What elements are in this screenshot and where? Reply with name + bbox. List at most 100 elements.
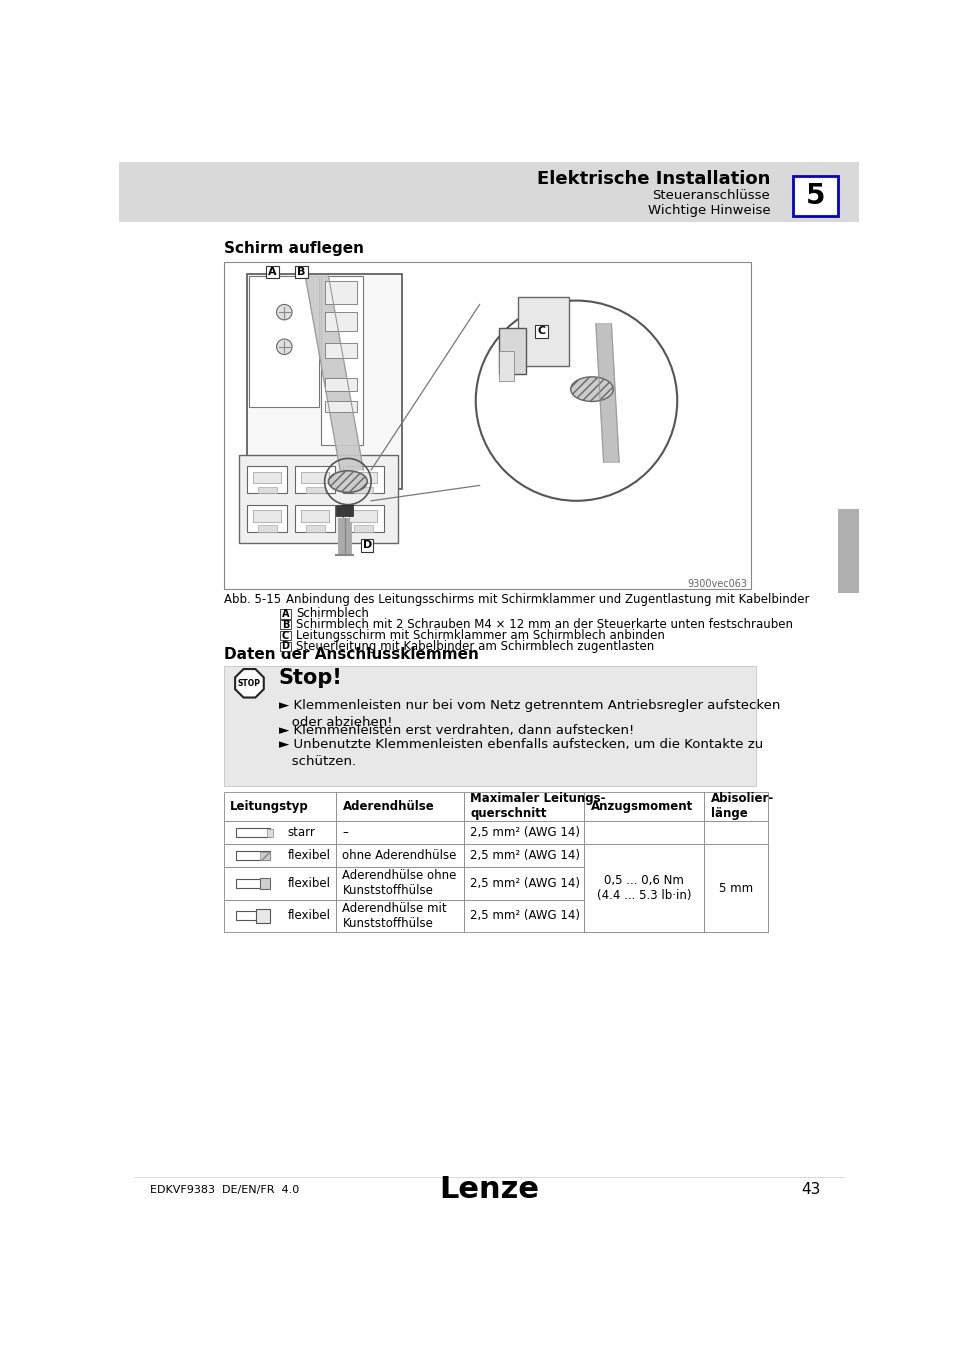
FancyBboxPatch shape — [583, 844, 703, 931]
Text: EDKVF9383  DE/EN/FR  4.0: EDKVF9383 DE/EN/FR 4.0 — [150, 1185, 299, 1195]
FancyBboxPatch shape — [324, 401, 356, 412]
FancyBboxPatch shape — [247, 274, 402, 489]
FancyBboxPatch shape — [464, 899, 583, 931]
FancyBboxPatch shape — [498, 351, 514, 382]
FancyBboxPatch shape — [335, 505, 353, 516]
FancyBboxPatch shape — [324, 343, 356, 358]
FancyBboxPatch shape — [294, 466, 335, 493]
FancyBboxPatch shape — [259, 878, 270, 888]
FancyBboxPatch shape — [703, 792, 767, 821]
Text: Abb. 5-15: Abb. 5-15 — [224, 593, 281, 606]
FancyBboxPatch shape — [583, 821, 703, 844]
Circle shape — [476, 301, 677, 501]
Text: flexibel: flexibel — [287, 878, 330, 890]
Text: A: A — [281, 609, 289, 620]
Text: 5: 5 — [805, 182, 825, 209]
Text: Maximaler Leitungs-
querschnitt: Maximaler Leitungs- querschnitt — [470, 792, 605, 821]
FancyBboxPatch shape — [343, 505, 383, 532]
FancyBboxPatch shape — [703, 867, 767, 899]
Text: Steuerleitung mit Kabelbinder am Schirmblech zugentlasten: Steuerleitung mit Kabelbinder am Schirmb… — [295, 640, 654, 653]
FancyBboxPatch shape — [224, 821, 335, 844]
Polygon shape — [234, 670, 263, 698]
FancyBboxPatch shape — [335, 821, 464, 844]
Text: Schirmblech mit 2 Schrauben M4 × 12 mm an der Steuerkarte unten festschrauben: Schirmblech mit 2 Schrauben M4 × 12 mm a… — [295, 618, 792, 632]
Text: 2,5 mm² (AWG 14): 2,5 mm² (AWG 14) — [470, 826, 579, 840]
Text: Stop!: Stop! — [278, 668, 342, 688]
FancyBboxPatch shape — [324, 312, 356, 331]
FancyBboxPatch shape — [224, 867, 335, 899]
Text: Steueranschlüsse: Steueranschlüsse — [652, 189, 769, 202]
Text: STOP: STOP — [237, 679, 261, 687]
FancyBboxPatch shape — [703, 844, 767, 931]
FancyBboxPatch shape — [324, 378, 356, 392]
FancyBboxPatch shape — [224, 262, 750, 590]
FancyBboxPatch shape — [253, 510, 281, 521]
FancyBboxPatch shape — [335, 792, 464, 821]
FancyBboxPatch shape — [294, 266, 307, 278]
Text: 9300vec063: 9300vec063 — [686, 579, 746, 589]
FancyBboxPatch shape — [793, 176, 838, 216]
FancyBboxPatch shape — [301, 471, 329, 483]
FancyBboxPatch shape — [354, 525, 373, 532]
FancyBboxPatch shape — [280, 641, 291, 651]
FancyBboxPatch shape — [464, 844, 583, 867]
Text: ► Unbenutzte Klemmenleisten ebenfalls aufstecken, um die Kontakte zu
   schützen: ► Unbenutzte Klemmenleisten ebenfalls au… — [278, 738, 762, 768]
FancyBboxPatch shape — [464, 867, 583, 899]
FancyBboxPatch shape — [256, 909, 270, 923]
Text: Anzugsmoment: Anzugsmoment — [590, 801, 692, 813]
FancyBboxPatch shape — [838, 509, 858, 593]
FancyBboxPatch shape — [267, 829, 274, 837]
Text: A: A — [268, 267, 276, 277]
FancyBboxPatch shape — [360, 539, 373, 552]
FancyBboxPatch shape — [224, 899, 335, 931]
Text: C: C — [281, 630, 289, 640]
Ellipse shape — [328, 471, 367, 493]
FancyBboxPatch shape — [583, 844, 703, 867]
FancyBboxPatch shape — [583, 792, 703, 821]
Text: Wichtige Hinweise: Wichtige Hinweise — [647, 204, 769, 217]
FancyBboxPatch shape — [498, 328, 525, 374]
Text: Aderendhülse mit
Kunststoffhülse: Aderendhülse mit Kunststoffhülse — [342, 902, 447, 930]
FancyBboxPatch shape — [354, 487, 373, 493]
FancyBboxPatch shape — [236, 828, 270, 837]
FancyBboxPatch shape — [247, 466, 287, 493]
Text: Elektrische Installation: Elektrische Installation — [537, 170, 769, 188]
FancyBboxPatch shape — [259, 852, 270, 860]
Text: ► Klemmenleisten erst verdrahten, dann aufstecken!: ► Klemmenleisten erst verdrahten, dann a… — [278, 724, 634, 737]
Text: Leitungstyp: Leitungstyp — [230, 801, 309, 813]
FancyBboxPatch shape — [280, 609, 291, 618]
Text: C: C — [537, 327, 545, 336]
FancyBboxPatch shape — [324, 281, 356, 305]
Text: Anbindung des Leitungsschirms mit Schirmklammer und Zugentlastung mit Kabelbinde: Anbindung des Leitungsschirms mit Schirm… — [286, 593, 808, 606]
Text: D: D — [281, 641, 289, 651]
Polygon shape — [305, 275, 363, 470]
FancyBboxPatch shape — [257, 525, 276, 532]
Text: Aderendhülse ohne
Kunststoffhülse: Aderendhülse ohne Kunststoffhülse — [342, 869, 456, 898]
FancyBboxPatch shape — [224, 792, 335, 821]
FancyBboxPatch shape — [306, 525, 324, 532]
Ellipse shape — [570, 377, 613, 401]
Polygon shape — [596, 324, 618, 462]
FancyBboxPatch shape — [257, 487, 276, 493]
FancyBboxPatch shape — [320, 275, 363, 446]
FancyBboxPatch shape — [583, 899, 703, 931]
Text: Daten der Anschlussklemmen: Daten der Anschlussklemmen — [224, 647, 478, 663]
FancyBboxPatch shape — [301, 510, 329, 521]
Text: starr: starr — [287, 826, 315, 840]
FancyBboxPatch shape — [266, 266, 278, 278]
FancyBboxPatch shape — [343, 466, 383, 493]
FancyBboxPatch shape — [239, 455, 397, 543]
Circle shape — [276, 305, 292, 320]
Text: D: D — [362, 540, 372, 551]
Text: B: B — [281, 620, 289, 629]
Text: 2,5 mm² (AWG 14): 2,5 mm² (AWG 14) — [470, 849, 579, 863]
FancyBboxPatch shape — [253, 471, 281, 483]
Text: 43: 43 — [801, 1183, 820, 1197]
FancyBboxPatch shape — [703, 844, 767, 867]
Circle shape — [276, 339, 292, 355]
Text: B: B — [297, 267, 305, 277]
Text: ohne Aderendhülse: ohne Aderendhülse — [342, 849, 456, 863]
Text: 5 mm: 5 mm — [719, 882, 753, 895]
FancyBboxPatch shape — [335, 867, 464, 899]
Text: Lenze: Lenze — [438, 1176, 538, 1204]
